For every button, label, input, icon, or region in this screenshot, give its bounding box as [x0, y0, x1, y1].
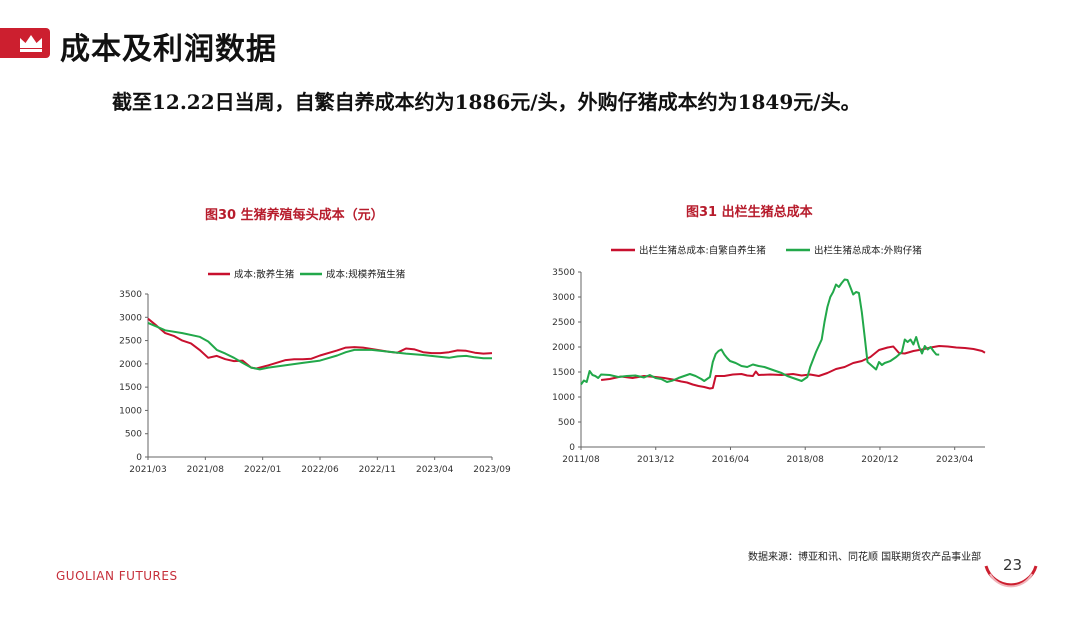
brand-logo-badge: [0, 28, 50, 58]
chart2-x-tick-label: 2016/04: [712, 455, 750, 465]
chart1-y-tick-label: 1000: [119, 406, 142, 416]
chart1-x-tick-label: 2023/09: [473, 465, 511, 475]
chart2-y-tick-label: 2500: [552, 318, 575, 328]
chart1-y-tick-label: 500: [125, 430, 142, 440]
page-title: 成本及利润数据: [60, 32, 277, 67]
chart1-y-tick-label: 1500: [119, 383, 142, 393]
chart1-x-tick-label: 2022/01: [244, 465, 281, 475]
chart2-title: 图31 出栏生猪总成本: [686, 205, 813, 220]
chart2-series-2-line: [580, 278, 940, 386]
chart2-x-tick-label: 2020/12: [861, 455, 898, 465]
chart1-series-2-line: [147, 321, 492, 371]
chart1-y-tick-label: 2000: [119, 360, 142, 370]
brand-name: GUOLIAN FUTURES: [56, 569, 178, 583]
chart1-x-tick-label: 2023/04: [416, 465, 454, 475]
chart1-y-tick-label: 0: [136, 453, 142, 463]
chart1-legend-1-label: 成本:散养生猪: [234, 269, 295, 281]
chart1-y-tick-label: 3500: [119, 290, 142, 300]
chart2-y-tick-label: 2000: [552, 343, 575, 353]
chart1-y-tick-label: 3000: [119, 313, 142, 323]
chart2-y-tick-label: 500: [558, 418, 575, 428]
summary-text: 截至12.22日当周，自繁自养成本约为1886元/头，外购仔猪成本约为1849元…: [112, 90, 861, 114]
data-source: 数据来源：博亚和讯、同花顺 国联期货农产品事业部: [748, 552, 982, 563]
chart1-x-tick-label: 2021/03: [129, 465, 166, 475]
page-number: 23: [1003, 556, 1023, 574]
chart1-x-tick-label: 2022/06: [301, 465, 339, 475]
chart2-legend-2-label: 出栏生猪总成本:外购仔猪: [814, 245, 922, 257]
chart2-y-tick-label: 1500: [552, 368, 575, 378]
chart2-y-tick-label: 3500: [552, 268, 575, 278]
chart1-x-tick-label: 2022/11: [359, 465, 396, 475]
chart2-x-tick-label: 2018/08: [787, 455, 825, 465]
chart2-y-tick-label: 0: [569, 443, 575, 453]
chart2-y-tick-label: 1000: [552, 393, 575, 403]
chart1-title: 图30 生猪养殖每头成本（元）: [205, 208, 384, 223]
crown-icon: [20, 35, 42, 52]
chart2-series-1-line: [600, 345, 986, 390]
chart2-x-tick-label: 2023/04: [936, 455, 974, 465]
chart2-y-tick-label: 3000: [552, 293, 575, 303]
chart1-series-1-line: [147, 317, 493, 370]
chart2-x-tick-label: 2011/08: [562, 455, 600, 465]
chart2-legend-1-label: 出栏生猪总成本:自繁自养生猪: [639, 245, 766, 257]
chart2-x-tick-label: 2013/12: [637, 455, 674, 465]
chart1-y-tick-label: 2500: [119, 337, 142, 347]
chart1-x-tick-label: 2021/08: [187, 465, 225, 475]
page-arc-decoration: [984, 565, 1038, 588]
chart1-legend-2-label: 成本:规模养殖生猪: [326, 269, 406, 281]
